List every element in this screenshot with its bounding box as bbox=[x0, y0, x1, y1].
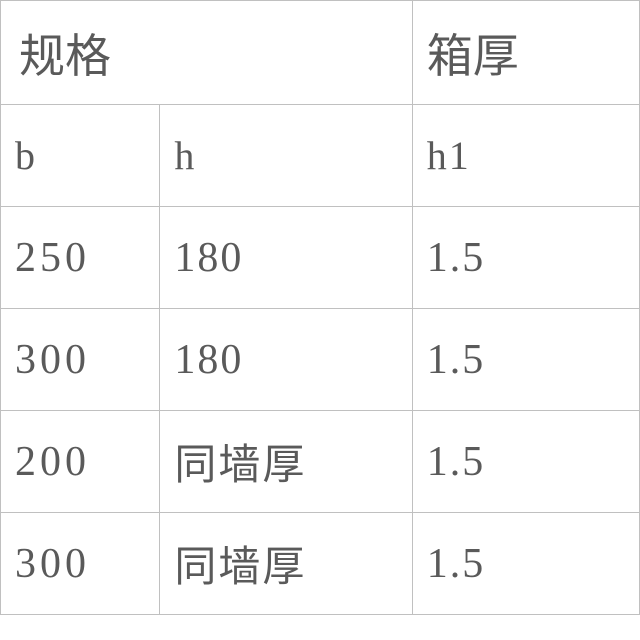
cell-h: 同墙厚 bbox=[160, 411, 412, 513]
table-row: 250 180 1.5 bbox=[1, 207, 640, 309]
group-header-row: 规格 箱厚 bbox=[1, 1, 640, 105]
spec-table-fragment: 规格 箱厚 b h h1 250 180 1.5 300 180 1.5 200… bbox=[0, 0, 640, 640]
table-row: 200 同墙厚 1.5 bbox=[1, 411, 640, 513]
cell-h1: 1.5 bbox=[412, 411, 639, 513]
column-header-row: b h h1 bbox=[1, 105, 640, 207]
cell-h1: 1.5 bbox=[412, 207, 639, 309]
group-thickness-header: 箱厚 bbox=[412, 1, 639, 105]
cell-h1: 1.5 bbox=[412, 309, 639, 411]
col-h-header: h bbox=[160, 105, 412, 207]
cell-h: 180 bbox=[160, 309, 412, 411]
cell-b: 300 bbox=[1, 513, 160, 615]
table-row: 300 同墙厚 1.5 bbox=[1, 513, 640, 615]
cell-b: 250 bbox=[1, 207, 160, 309]
col-b-header: b bbox=[1, 105, 160, 207]
cell-b: 200 bbox=[1, 411, 160, 513]
cell-h: 180 bbox=[160, 207, 412, 309]
spec-table: 规格 箱厚 b h h1 250 180 1.5 300 180 1.5 200… bbox=[0, 0, 640, 615]
table-row: 300 180 1.5 bbox=[1, 309, 640, 411]
cell-h1: 1.5 bbox=[412, 513, 639, 615]
col-h1-header: h1 bbox=[412, 105, 639, 207]
cell-h: 同墙厚 bbox=[160, 513, 412, 615]
cell-b: 300 bbox=[1, 309, 160, 411]
group-spec-header: 规格 bbox=[1, 1, 413, 105]
